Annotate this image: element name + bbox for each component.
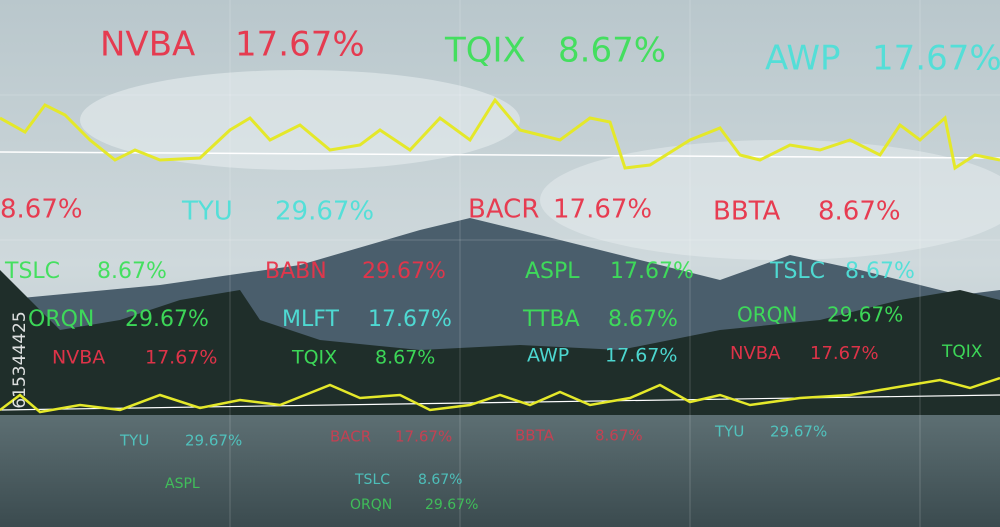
ticker-symbol: ASPL bbox=[525, 259, 580, 284]
ticker-change: 8.67% bbox=[595, 427, 643, 445]
ticker-change: 17.67% bbox=[145, 347, 217, 369]
ticker-symbol: NVBA bbox=[100, 25, 195, 65]
ticker-symbol: TSLC bbox=[4, 259, 60, 284]
forest bbox=[0, 270, 1000, 420]
ticker-symbol: TSLC bbox=[769, 259, 825, 284]
ticker-symbol: AWP bbox=[765, 39, 841, 79]
ticker-change: 17.67% bbox=[610, 259, 694, 284]
ticker-change: 8.67% bbox=[97, 259, 167, 284]
ticker-line bbox=[0, 376, 1000, 414]
ticker-change: 8.67% bbox=[558, 31, 666, 71]
ticker-change: 29.67% bbox=[275, 197, 374, 227]
ticker-symbol: NVBA bbox=[52, 347, 105, 369]
ticker-change: 17.67% bbox=[605, 345, 677, 367]
ticker-symbol: ORQN bbox=[28, 307, 94, 332]
ticker-symbol: TYU bbox=[714, 423, 744, 441]
ticker-symbol: ORQN bbox=[350, 497, 392, 513]
ticker-symbol: TSLC bbox=[354, 472, 390, 488]
ticker-symbol: BABN bbox=[265, 259, 327, 284]
ticker-change: 17.67% bbox=[368, 307, 452, 332]
ticker-symbol: BBTA bbox=[515, 427, 555, 445]
baseline bbox=[0, 394, 1000, 411]
ticker-change: 8.67% bbox=[845, 259, 915, 284]
ticker-change: 8.67% bbox=[0, 195, 83, 225]
water bbox=[0, 415, 1000, 527]
ticker-change: 8.67% bbox=[818, 197, 901, 227]
ticker-symbol: BBTA bbox=[713, 197, 781, 227]
cloud bbox=[540, 140, 1000, 260]
ticker-change: 8.67% bbox=[608, 307, 678, 332]
ticker-change: 29.67% bbox=[185, 432, 242, 450]
ticker-change: 17.67% bbox=[235, 25, 365, 65]
ticker-change: 17.67% bbox=[553, 195, 652, 225]
ticker-symbol: TQIX bbox=[941, 342, 983, 362]
ticker-change: 17.67% bbox=[395, 428, 452, 446]
ticker-change: 29.67% bbox=[125, 307, 209, 332]
ticker-change: 29.67% bbox=[425, 497, 478, 513]
ticker-change: 8.67% bbox=[418, 472, 462, 488]
baseline bbox=[0, 151, 1000, 159]
ticker-change: 29.67% bbox=[827, 303, 903, 327]
ticker-change: 29.67% bbox=[770, 423, 827, 441]
ticker-change: 17.67% bbox=[810, 343, 879, 364]
ticker-symbol: TQIX bbox=[444, 31, 526, 71]
ticker-symbol: AWP bbox=[527, 345, 569, 367]
ticker-symbol: BACR bbox=[468, 195, 539, 225]
ticker-symbol: TYU bbox=[119, 432, 149, 450]
ticker-symbol: MLFT bbox=[282, 307, 340, 332]
ticker-symbol: BACR bbox=[330, 428, 371, 446]
ticker-change: 8.67% bbox=[375, 347, 435, 369]
ticker-change: 29.67% bbox=[362, 259, 446, 284]
ticker-symbol: TQIX bbox=[291, 347, 337, 369]
ticker-change: 17.67% bbox=[872, 39, 1000, 79]
ticker-labels: NVBA 17.67% TQIX 8.67% AWP 17.67% 8.67% TYU 29.6… bbox=[0, 25, 1000, 514]
ticker-symbol: ORQN bbox=[737, 303, 797, 327]
ticker-symbol: TYU bbox=[181, 197, 233, 227]
watermark: 615344425 bbox=[10, 311, 30, 408]
ticker-line bbox=[0, 97, 1000, 171]
ticker-symbol: NVBA bbox=[730, 343, 781, 364]
cloud bbox=[80, 70, 520, 170]
ticker-symbol: ASPL bbox=[165, 476, 200, 492]
ticker-symbol: TTBA bbox=[522, 307, 580, 332]
